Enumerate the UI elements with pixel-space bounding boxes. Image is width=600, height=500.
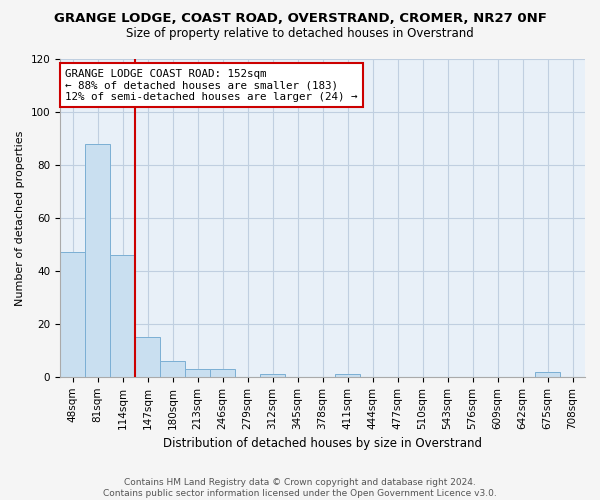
Text: GRANGE LODGE COAST ROAD: 152sqm
← 88% of detached houses are smaller (183)
12% o: GRANGE LODGE COAST ROAD: 152sqm ← 88% of… <box>65 68 358 102</box>
Bar <box>110 255 135 377</box>
Bar <box>185 369 210 377</box>
Y-axis label: Number of detached properties: Number of detached properties <box>15 130 25 306</box>
Bar <box>260 374 285 377</box>
Bar <box>335 374 360 377</box>
X-axis label: Distribution of detached houses by size in Overstrand: Distribution of detached houses by size … <box>163 437 482 450</box>
Bar <box>60 252 85 377</box>
Bar <box>135 337 160 377</box>
Bar <box>535 372 560 377</box>
Bar <box>160 361 185 377</box>
Text: Contains HM Land Registry data © Crown copyright and database right 2024.
Contai: Contains HM Land Registry data © Crown c… <box>103 478 497 498</box>
Text: Size of property relative to detached houses in Overstrand: Size of property relative to detached ho… <box>126 28 474 40</box>
Bar <box>85 144 110 377</box>
Text: GRANGE LODGE, COAST ROAD, OVERSTRAND, CROMER, NR27 0NF: GRANGE LODGE, COAST ROAD, OVERSTRAND, CR… <box>53 12 547 26</box>
Bar <box>210 369 235 377</box>
